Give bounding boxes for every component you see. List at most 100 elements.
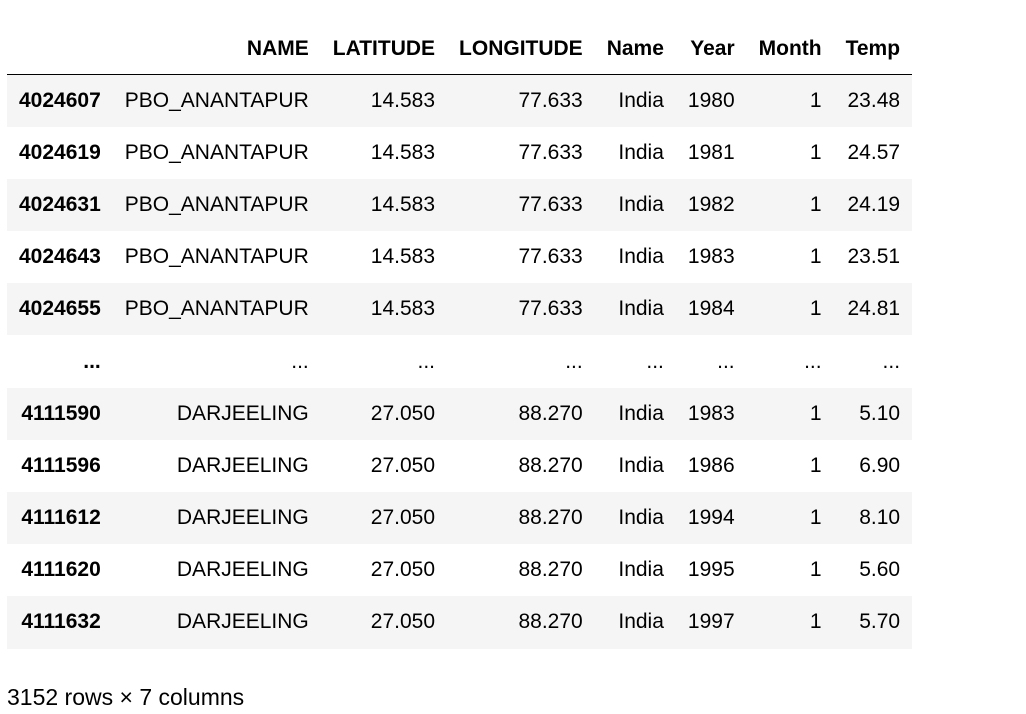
cell-name-upper: PBO_ANANTAPUR bbox=[124, 245, 309, 269]
cell-longitude: 77.633 bbox=[518, 297, 583, 321]
cell-year: 1986 bbox=[687, 453, 735, 477]
cell-temp: 5.70 bbox=[859, 610, 901, 634]
cell-latitude: 27.050 bbox=[370, 506, 436, 530]
cell-name: India bbox=[618, 453, 664, 477]
cell-year: 1981 bbox=[687, 140, 735, 164]
dataframe-output: NAME LATITUDE LONGITUDE Name Year Month … bbox=[7, 23, 913, 649]
cell-temp: 24.57 bbox=[847, 140, 901, 164]
row-index: ... bbox=[83, 349, 101, 373]
cell-name: India bbox=[618, 297, 664, 321]
cell-temp: 5.60 bbox=[859, 558, 901, 582]
table-body: 4024607 PBO_ANANTAPUR 14.583 77.633 Indi… bbox=[7, 74, 913, 649]
table-row: 4111620 DARJEELING 27.050 88.270 India 1… bbox=[7, 544, 912, 596]
cell-latitude: 14.583 bbox=[370, 192, 436, 216]
cell-latitude: 27.050 bbox=[370, 610, 436, 634]
header-row: NAME LATITUDE LONGITUDE Name Year Month … bbox=[7, 23, 913, 75]
cell-latitude: 27.050 bbox=[370, 453, 436, 477]
cell-name: India bbox=[618, 140, 664, 164]
column-header-month: Month bbox=[746, 23, 834, 75]
cell-longitude: 88.270 bbox=[518, 453, 583, 477]
cell-month: 1 bbox=[809, 245, 822, 269]
cell-longitude: 77.633 bbox=[518, 192, 583, 216]
cell-year: 1983 bbox=[687, 401, 735, 425]
table-row: 4024631 PBO_ANANTAPUR 14.583 77.633 Indi… bbox=[7, 178, 913, 232]
column-header-name: Name bbox=[594, 23, 676, 75]
row-index: 4024643 bbox=[19, 245, 101, 269]
cell-month: 1 bbox=[809, 192, 822, 216]
cell-year: 1982 bbox=[687, 192, 735, 216]
cell-year: 1984 bbox=[687, 297, 735, 321]
table-header: NAME LATITUDE LONGITUDE Name Year Month … bbox=[7, 23, 913, 75]
column-header-name-upper: NAME bbox=[112, 23, 321, 75]
cell-longitude: 88.270 bbox=[518, 506, 583, 530]
cell-temp: 8.10 bbox=[859, 506, 901, 530]
cell-name-upper: DARJEELING bbox=[176, 401, 309, 425]
cell-month: 1 bbox=[809, 506, 822, 530]
cell-longitude: 77.633 bbox=[518, 88, 583, 112]
cell-temp: 24.19 bbox=[847, 192, 901, 216]
cell-latitude: 27.050 bbox=[370, 558, 436, 582]
table-row: 4024643 PBO_ANANTAPUR 14.583 77.633 Indi… bbox=[7, 231, 912, 283]
row-index: 4024655 bbox=[19, 297, 101, 321]
row-index: 4024607 bbox=[19, 88, 101, 112]
cell-latitude: 27.050 bbox=[370, 401, 436, 425]
table-row: 4111632 DARJEELING 27.050 88.270 India 1… bbox=[7, 596, 913, 649]
cell-name-upper: PBO_ANANTAPUR bbox=[124, 88, 309, 112]
row-index: 4111596 bbox=[21, 453, 101, 477]
cell-month: 1 bbox=[809, 401, 822, 425]
table-row: 4111590 DARJEELING 27.050 88.270 India 1… bbox=[7, 387, 913, 440]
column-header-latitude: LATITUDE bbox=[320, 23, 448, 75]
cell-name-upper: PBO_ANANTAPUR bbox=[124, 297, 309, 321]
cell-longitude: 77.633 bbox=[518, 245, 583, 269]
cell-name: India bbox=[618, 192, 664, 216]
cell-year: 1994 bbox=[687, 506, 735, 530]
cell-month: 1 bbox=[809, 297, 822, 321]
cell-year: 1997 bbox=[687, 610, 735, 634]
cell-longitude: 88.270 bbox=[518, 558, 583, 582]
cell-name: India bbox=[618, 88, 664, 112]
cell-temp: 24.81 bbox=[847, 297, 901, 321]
cell-temp: 6.90 bbox=[859, 453, 901, 477]
row-index: 4024631 bbox=[19, 192, 101, 216]
cell-name-upper: PBO_ANANTAPUR bbox=[124, 192, 309, 216]
dataframe-shape-summary: 3152 rows × 7 columns bbox=[7, 684, 245, 710]
cell-latitude: 14.583 bbox=[370, 140, 436, 164]
cell-name-upper: DARJEELING bbox=[176, 558, 309, 582]
cell-year: ... bbox=[717, 349, 735, 373]
cell-latitude: 14.583 bbox=[370, 245, 436, 269]
cell-longitude: ... bbox=[565, 349, 583, 373]
row-index: 4111632 bbox=[21, 610, 101, 634]
cell-name: ... bbox=[646, 349, 664, 373]
row-index: 4111612 bbox=[21, 506, 101, 530]
cell-month: 1 bbox=[809, 453, 822, 477]
cell-longitude: 77.633 bbox=[518, 140, 583, 164]
table-row: 4024607 PBO_ANANTAPUR 14.583 77.633 Indi… bbox=[7, 74, 913, 127]
row-index: 4111620 bbox=[21, 558, 101, 582]
table-row: 4111612 DARJEELING 27.050 88.270 India 1… bbox=[7, 492, 913, 545]
column-header-longitude: LONGITUDE bbox=[447, 23, 595, 75]
cell-name-upper: DARJEELING bbox=[176, 506, 309, 530]
cell-month: 1 bbox=[809, 140, 822, 164]
cell-name-upper: DARJEELING bbox=[176, 610, 309, 634]
cell-name: India bbox=[618, 558, 664, 582]
table-row: 4111596 DARJEELING 27.050 88.270 India 1… bbox=[7, 440, 912, 492]
cell-year: 1980 bbox=[687, 88, 735, 112]
cell-year: 1983 bbox=[687, 245, 735, 269]
cell-longitude: 88.270 bbox=[518, 610, 583, 634]
cell-name: India bbox=[618, 401, 664, 425]
ellipsis-row: ... ... ... ... ... ... ... ... bbox=[7, 335, 912, 387]
cell-month: 1 bbox=[809, 610, 822, 634]
cell-latitude: ... bbox=[417, 349, 436, 373]
cell-temp: 23.51 bbox=[847, 245, 901, 269]
cell-latitude: 14.583 bbox=[370, 88, 436, 112]
dataframe-table: NAME LATITUDE LONGITUDE Name Year Month … bbox=[7, 23, 913, 649]
cell-temp: 23.48 bbox=[847, 88, 901, 112]
cell-name: India bbox=[618, 506, 664, 530]
cell-name: India bbox=[618, 245, 664, 269]
column-header-temp: Temp bbox=[833, 23, 913, 75]
cell-name: India bbox=[618, 610, 664, 634]
cell-temp: ... bbox=[882, 349, 901, 373]
cell-latitude: 14.583 bbox=[370, 297, 436, 321]
cell-year: 1995 bbox=[687, 558, 735, 582]
cell-longitude: 88.270 bbox=[518, 401, 583, 425]
